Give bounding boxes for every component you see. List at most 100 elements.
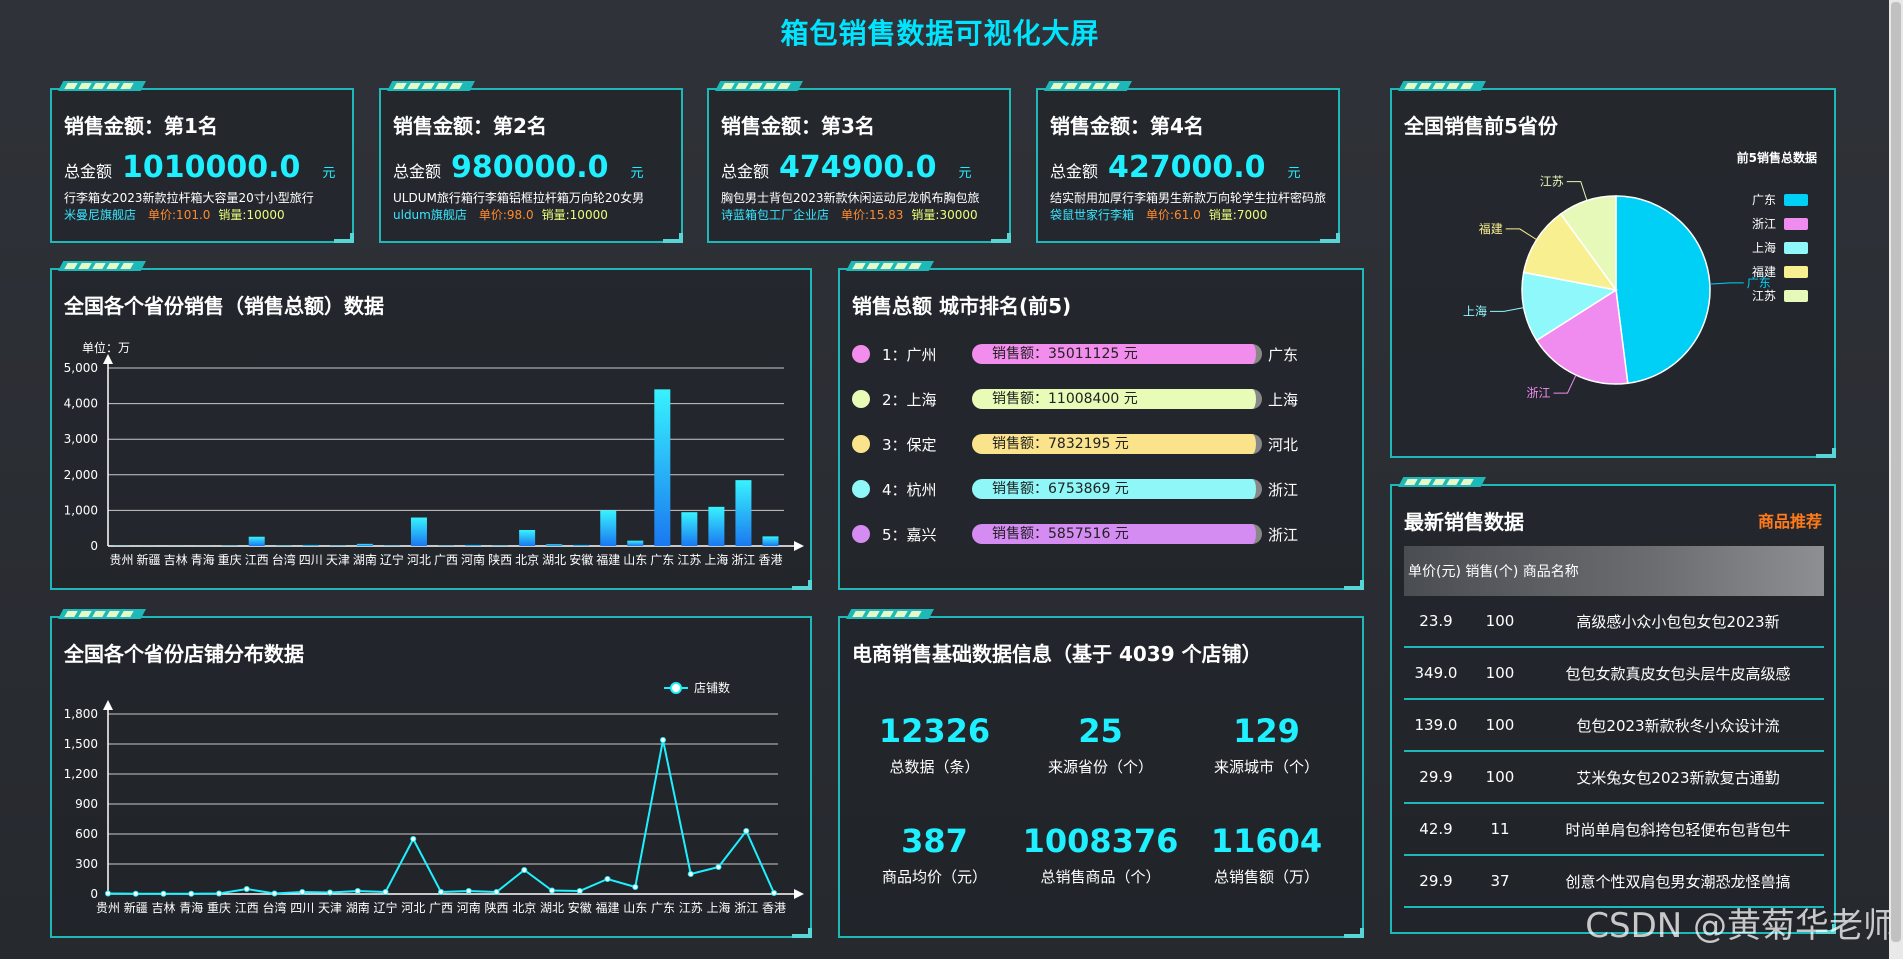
data-point xyxy=(327,889,333,896)
data-point xyxy=(382,889,389,895)
product-name: 行李箱女2023新款拉杆箱大容量20寸小型旅行 xyxy=(64,191,314,205)
panel-title: 全国销售前5省份 xyxy=(1404,114,1558,138)
stat-label: 总销售额（万） xyxy=(1213,868,1319,886)
legend-swatch xyxy=(1784,290,1808,302)
amount-unit: 元 xyxy=(322,166,336,181)
sales-qty: 销量:10000 xyxy=(541,208,608,222)
stat-label: 来源省份（个） xyxy=(1047,758,1153,776)
unit-price: 单价:101.0 xyxy=(148,208,211,222)
x-tick-label: 江西 xyxy=(235,901,259,915)
rank-city: 4：杭州 xyxy=(882,480,937,499)
scrollbar-thumb[interactable] xyxy=(1891,2,1901,942)
watermark: CSDN @黄菊华老师 xyxy=(1585,906,1897,946)
product-recommend-link[interactable]: 商品推荐 xyxy=(1757,512,1822,531)
x-tick-label: 山东 xyxy=(623,901,647,915)
data-point xyxy=(132,890,139,897)
cell-qty: 100 xyxy=(1485,664,1515,682)
stat-total-records: 12326 总数据（条） xyxy=(852,712,1017,777)
legend-swatch xyxy=(1784,266,1808,278)
cell-name: 创意个性双肩包男女潮恐龙怪兽搞 xyxy=(1565,872,1791,891)
x-tick-label: 上海 xyxy=(704,552,728,567)
data-point xyxy=(521,867,528,873)
x-tick-label: 四川 xyxy=(299,553,323,567)
legend-swatch xyxy=(1784,242,1808,254)
rank-card-1: 销售金额：第1名 总金额 1010000.0 元 行李箱女2023新款拉杆箱大容量2… xyxy=(50,81,354,243)
legend-swatch xyxy=(1784,218,1808,230)
x-axis-arrow xyxy=(794,541,804,551)
rank-city: 1：广州 xyxy=(882,345,937,364)
x-tick-label: 浙江 xyxy=(731,553,755,567)
amount-unit: 元 xyxy=(958,166,972,181)
y-tick-label: 0 xyxy=(90,539,98,553)
x-tick-label: 吉林 xyxy=(151,901,175,915)
bar xyxy=(654,389,671,546)
panel-tab-decoration xyxy=(387,81,475,91)
data-point xyxy=(493,889,500,895)
panel-title: 最新销售数据 xyxy=(1404,510,1524,534)
city-rank-row: 5：嘉兴 销售额：5857516 元 浙江 xyxy=(852,522,1298,546)
amount-unit: 元 xyxy=(630,166,644,181)
panel-title: 全国各个省份店铺分布数据 xyxy=(64,642,304,666)
stat-value: 129 xyxy=(1233,712,1300,750)
pie-slice xyxy=(1522,212,1618,292)
series-line xyxy=(107,739,775,895)
rank-dot xyxy=(852,345,870,363)
pie-slice xyxy=(1615,195,1711,385)
x-tick-label: 广东 xyxy=(651,901,675,915)
data-point xyxy=(743,828,750,834)
x-tick-label: 安徽 xyxy=(568,900,592,915)
cell-price: 29.9 xyxy=(1419,872,1453,890)
unit-price: 单价:61.0 xyxy=(1146,208,1201,222)
product-name: ULDUM旅行箱行李箱铝框拉杆箱万向轮20女男 xyxy=(393,191,645,205)
pie-label-line xyxy=(1566,181,1588,201)
x-tick-label: 河北 xyxy=(401,901,425,915)
bar-chart: 单位：万 0 1,000 2,000 3,000 4,000 5,000 贵州 新疆 吉林 青海 重庆… xyxy=(64,340,804,567)
cell-qty: 37 xyxy=(1490,872,1510,890)
bar xyxy=(735,480,752,546)
cell-name: 包包女款真皮女包头层牛皮高级感 xyxy=(1565,664,1791,683)
y-axis-arrow xyxy=(103,700,113,710)
sales-qty: 销量:30000 xyxy=(911,208,978,222)
bar xyxy=(410,517,427,546)
sales-qty: 销量:7000 xyxy=(1208,208,1268,222)
x-tick-label: 河北 xyxy=(407,553,431,567)
basic-stats-panel: 电商销售基础数据信息（基于 4039 个店铺） 12326 总数据（条） 25 来源… xyxy=(838,609,1364,938)
card-title: 销售金额：第2名 xyxy=(393,114,547,138)
x-tick-label: 湖北 xyxy=(540,900,564,915)
cell-qty: 11 xyxy=(1490,820,1510,838)
bar xyxy=(762,536,779,546)
pie-label: 广东 xyxy=(1747,276,1771,290)
x-tick-label: 上海 xyxy=(706,900,730,915)
x-tick-label: 辽宁 xyxy=(373,900,397,915)
rank-dot xyxy=(852,390,870,408)
stat-total-goods: 1008376 总销售商品（个） xyxy=(1018,822,1183,887)
x-tick-label: 青海 xyxy=(191,552,215,567)
rank-bar: 销售额：5857516 元 xyxy=(972,524,1262,544)
x-tick-label: 新疆 xyxy=(124,900,148,915)
rank-dot xyxy=(852,480,870,498)
cell-price: 139.0 xyxy=(1414,716,1458,734)
bar xyxy=(302,544,319,546)
x-tick-label: 福建 xyxy=(595,900,619,915)
x-tick-label: 北京 xyxy=(515,553,539,567)
pie-label-line xyxy=(1709,282,1744,285)
rank-card-3: 销售金额：第3名 总金额 474900.0 元 胸包男士背包2023新款休闲运动尼龙… xyxy=(707,81,1011,243)
latest-sales-panel: 最新销售数据 商品推荐 单价(元) 销售(个) 商品名称 23.9 100 高级感小… xyxy=(1390,477,1836,934)
x-tick-label: 天津 xyxy=(318,901,342,915)
card-title: 销售金额：第3名 xyxy=(721,114,875,138)
x-tick-label: 重庆 xyxy=(218,553,242,567)
y-tick-label: 1,800 xyxy=(64,707,98,721)
panel-tab-decoration xyxy=(715,81,803,91)
stat-label: 商品均价（元） xyxy=(881,868,987,886)
rank-province: 浙江 xyxy=(1268,480,1299,499)
bar xyxy=(708,506,725,546)
x-tick-label: 广东 xyxy=(650,553,674,567)
x-tick-label: 香港 xyxy=(762,901,786,915)
legend-label: 浙江 xyxy=(1752,217,1776,231)
y-tick-label: 4,000 xyxy=(64,397,98,411)
pie-slice xyxy=(1521,271,1619,342)
data-point xyxy=(576,888,583,894)
page-scrollbar[interactable] xyxy=(1889,0,1903,959)
x-axis-arrow xyxy=(794,889,804,899)
